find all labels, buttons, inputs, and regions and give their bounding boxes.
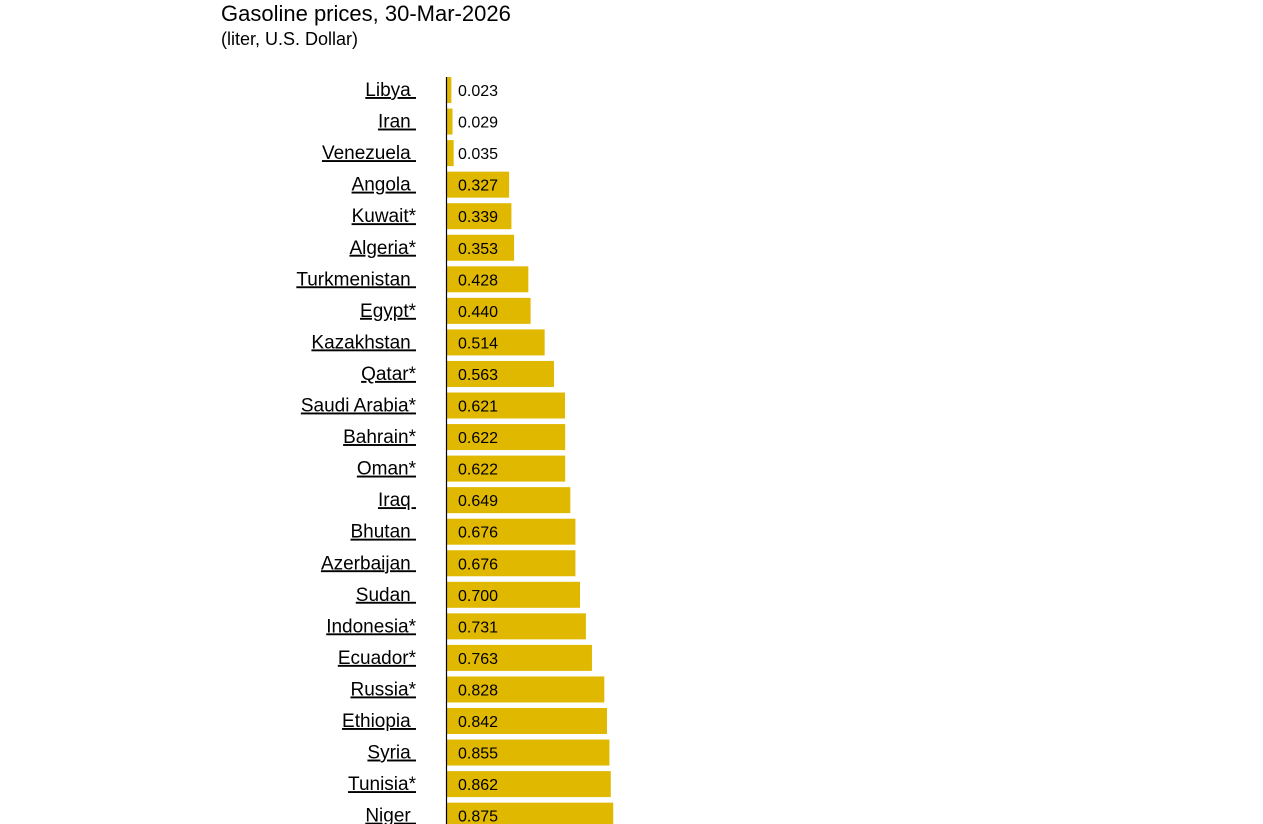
category-label-link[interactable]: Niger [365,806,416,824]
value-label: 0.862 [458,777,498,794]
category-label-link[interactable]: Libya [365,80,416,101]
bar [447,644,592,671]
category-label-link[interactable]: Qatar* [361,364,417,385]
value-label: 0.700 [458,588,498,605]
value-label: 0.029 [458,115,498,132]
category-label-link[interactable]: Ecuador* [338,648,417,669]
bar [447,77,452,103]
category-label-link[interactable]: Venezuela [322,143,416,164]
category-label-link[interactable]: Iraq [378,490,416,511]
bar [447,203,512,230]
bar [447,455,566,482]
bar [447,424,566,451]
value-label: 0.828 [458,682,498,699]
value-label: 0.855 [458,746,498,763]
category-label-link[interactable]: Bhutan [351,522,417,543]
bar [447,329,545,356]
value-label: 0.676 [458,525,498,542]
category-label-link[interactable]: Turkmenistan [296,269,416,290]
chart-title: Gasoline prices, 30-Mar-2026 [221,1,511,26]
category-label-link[interactable]: Indonesia* [326,616,416,637]
bar [447,550,576,577]
category-label-link[interactable]: Ethiopia [342,711,416,732]
value-label: 0.023 [458,83,498,100]
bar [447,739,610,766]
bar [447,802,614,824]
bar [447,171,510,198]
bar [447,108,453,135]
category-label-link[interactable]: Russia* [351,679,417,700]
category-label-link[interactable]: Azerbaijan [321,553,416,574]
value-label: 0.327 [458,178,498,195]
value-label: 0.621 [458,399,498,416]
bar [447,613,586,640]
category-label-link[interactable]: Sudan [356,585,416,606]
category-label-link[interactable]: Iran [378,112,416,133]
value-label: 0.676 [458,556,498,573]
value-label: 0.842 [458,714,498,731]
value-label: 0.763 [458,651,498,668]
bar [447,771,611,798]
bar [447,140,454,167]
category-label-link[interactable]: Angola [352,175,416,196]
value-label: 0.563 [458,367,498,384]
value-label: 0.731 [458,619,498,636]
category-label-link[interactable]: Tunisia* [348,774,417,795]
bar [447,266,529,293]
value-label: 0.875 [458,809,498,824]
bar [447,487,571,514]
value-label: 0.514 [458,335,498,352]
value-label: 0.339 [458,209,498,226]
bars-group [447,77,614,824]
category-label-link[interactable]: Kazakhstan [311,332,416,353]
bar [447,676,605,703]
category-label-link[interactable]: Syria [367,743,416,764]
value-label: 0.622 [458,430,498,447]
bar [447,708,607,734]
chart-subtitle: (liter, U.S. Dollar) [221,29,359,49]
bar [447,297,531,324]
value-label: 0.622 [458,462,498,479]
value-label: 0.649 [458,493,498,510]
category-label-link[interactable]: Egypt* [360,301,417,322]
value-label: 0.440 [458,304,498,321]
category-label-link[interactable]: Kuwait* [352,206,417,227]
bar [447,392,565,419]
category-label-link[interactable]: Bahrain* [343,427,416,448]
bar [447,518,576,545]
category-label-link[interactable]: Algeria* [349,238,416,259]
category-label-link[interactable]: Oman* [357,459,417,480]
value-label: 0.428 [458,272,498,289]
category-label-link[interactable]: Saudi Arabia* [301,396,417,417]
bar [447,360,554,387]
bar [447,234,515,261]
bar [447,581,580,608]
category-labels-group: Libya Iran Venezuela Angola Kuwait* Alger… [296,80,416,824]
value-label: 0.353 [458,241,498,258]
value-labels-group: 0.023 0.029 0.035 0.327 0.339 0.353 0.428 0.440… [458,83,498,824]
value-label: 0.035 [458,146,498,163]
